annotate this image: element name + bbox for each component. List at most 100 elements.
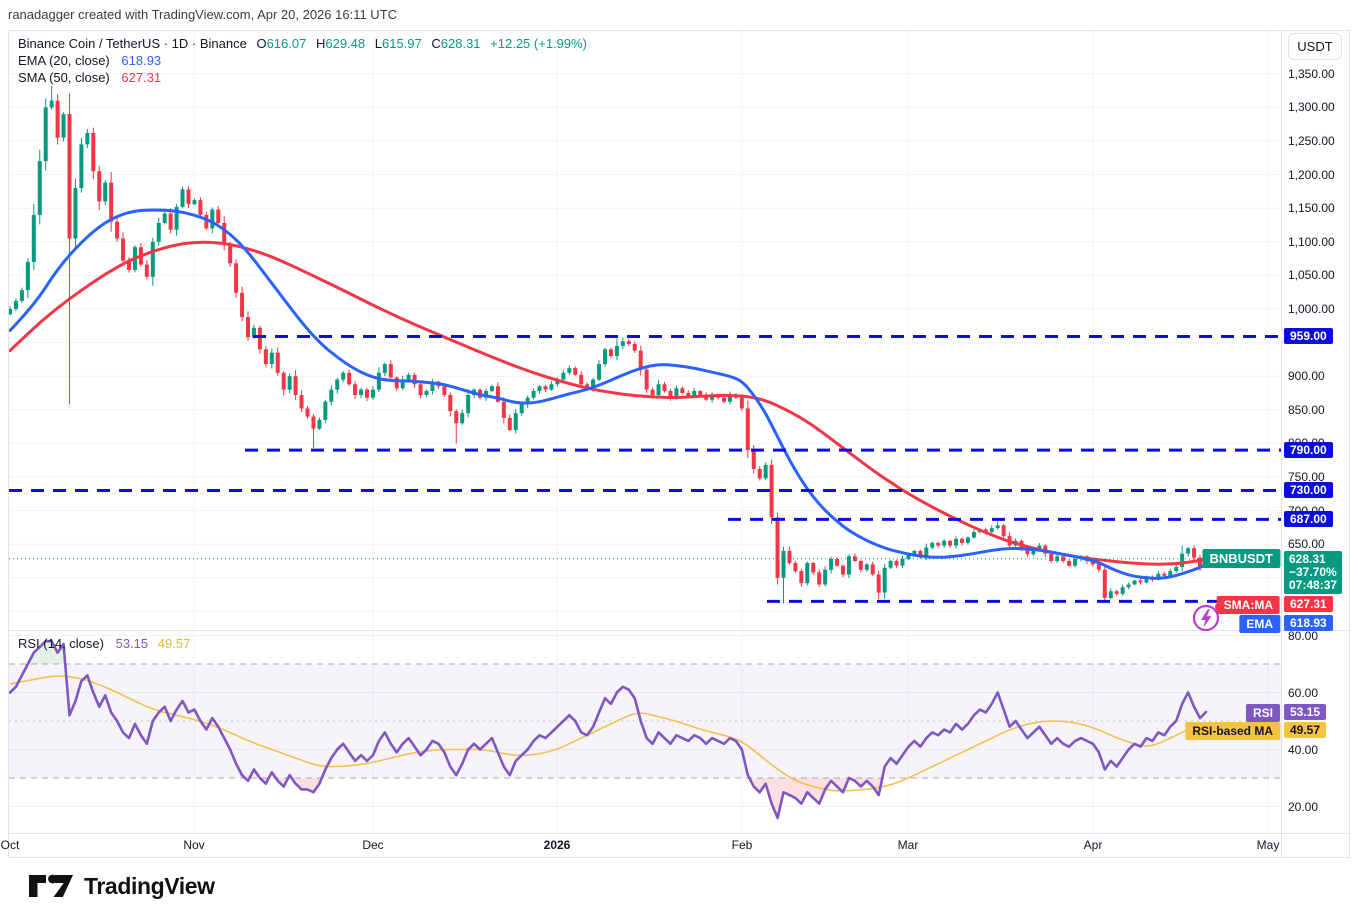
level-badge-790: 790.00 bbox=[1284, 442, 1333, 458]
candle-body bbox=[698, 390, 703, 396]
candle-body bbox=[942, 540, 947, 546]
candle-body bbox=[31, 214, 36, 262]
candle-body bbox=[1114, 591, 1119, 594]
candle-body bbox=[1096, 564, 1101, 570]
candle-body bbox=[906, 554, 911, 559]
low-value: 615.97 bbox=[381, 36, 422, 51]
candle-body bbox=[198, 200, 203, 215]
candle-body bbox=[448, 395, 453, 412]
sma-label: SMA (50, close) bbox=[18, 70, 110, 85]
rsi-label: RSI (14, close) bbox=[18, 636, 104, 651]
candle-body bbox=[971, 532, 976, 538]
candle-body bbox=[365, 389, 369, 398]
symbol-legend-row[interactable]: Binance Coin / TetherUS · 1D · Binance O… bbox=[18, 36, 587, 52]
chart-right-border bbox=[1349, 30, 1350, 857]
tradingview-logo-text: TradingView bbox=[84, 872, 215, 899]
candle-body bbox=[692, 390, 697, 397]
candle-body bbox=[1132, 580, 1137, 585]
candle-body bbox=[174, 206, 179, 230]
candle-body bbox=[43, 107, 48, 162]
boost-icon[interactable] bbox=[1192, 601, 1226, 633]
rsi-legend-row[interactable]: RSI (14, close) 53.15 49.57 bbox=[18, 636, 190, 651]
bar-countdown: 07:48:37 bbox=[1289, 578, 1338, 592]
rsi-axis-label: 80.00 bbox=[1288, 628, 1319, 643]
chart-top-border bbox=[8, 30, 1350, 31]
rsi-line bbox=[9, 639, 1208, 820]
rsi-oversold-fill bbox=[245, 778, 883, 818]
candle-body bbox=[852, 556, 857, 561]
candle-body bbox=[341, 372, 346, 380]
candle-body bbox=[674, 388, 679, 398]
candle-body bbox=[186, 189, 191, 205]
candle-body bbox=[484, 390, 488, 398]
candle-body bbox=[1168, 571, 1173, 576]
time-axis-label: Dec bbox=[362, 838, 384, 852]
candle-body bbox=[1067, 561, 1072, 566]
price-pane bbox=[9, 31, 1281, 629]
candle-body bbox=[1144, 577, 1149, 583]
time-axis-label: Nov bbox=[183, 838, 205, 852]
candle-body bbox=[948, 540, 953, 546]
candle-body bbox=[156, 222, 161, 242]
candle-body bbox=[347, 372, 352, 385]
low-label: L bbox=[374, 36, 382, 51]
candle-body bbox=[823, 569, 828, 585]
last-price-badge: 628.31 −37.70% 07:48:37 bbox=[1284, 551, 1343, 594]
pane-divider[interactable] bbox=[8, 630, 1350, 631]
candle-body bbox=[1031, 549, 1036, 555]
candle-body bbox=[894, 561, 899, 566]
candle-body bbox=[888, 561, 893, 568]
ema-legend-row[interactable]: EMA (20, close) 618.93 bbox=[18, 53, 587, 69]
candle-body bbox=[817, 572, 822, 585]
candle-body bbox=[1120, 587, 1125, 594]
level-badge-687: 687.00 bbox=[1284, 511, 1333, 527]
candle-body bbox=[1186, 548, 1191, 554]
rsi-ma-value: 49.57 bbox=[157, 636, 191, 651]
candle-body bbox=[846, 556, 851, 575]
candle-body bbox=[495, 386, 500, 402]
candle-body bbox=[299, 395, 304, 409]
candle-body bbox=[722, 397, 726, 402]
notification-dot bbox=[1215, 603, 1223, 611]
candle-body bbox=[656, 384, 661, 396]
candle-body bbox=[662, 384, 667, 391]
candle-body bbox=[240, 292, 245, 318]
tradingview-logo[interactable]: TradingView bbox=[28, 872, 215, 900]
candle-body bbox=[1061, 556, 1066, 561]
candle-body bbox=[811, 563, 816, 573]
candle-body bbox=[1126, 584, 1131, 588]
change-value: +12.25 (+1.99%) bbox=[490, 36, 588, 51]
time-axis-label: Feb bbox=[731, 838, 753, 852]
candle-body bbox=[519, 404, 524, 414]
candle-body bbox=[25, 261, 30, 291]
rsi-axis-label: 60.00 bbox=[1288, 685, 1319, 700]
candle-body bbox=[323, 401, 328, 420]
price-axis-label: 1,050.00 bbox=[1288, 268, 1335, 283]
candle-body bbox=[620, 341, 625, 346]
candle-body bbox=[632, 343, 637, 351]
candle-body bbox=[251, 327, 256, 338]
candle-body bbox=[61, 114, 66, 138]
candle-body bbox=[954, 538, 959, 546]
candle-body bbox=[1037, 545, 1042, 550]
price-axis-label: 1,000.00 bbox=[1288, 302, 1335, 316]
candle-body bbox=[924, 547, 929, 557]
candle-body bbox=[79, 144, 84, 189]
last-price-value: 628.31 bbox=[1289, 552, 1326, 566]
candle-body bbox=[936, 542, 941, 546]
currency-button[interactable]: USDT bbox=[1288, 33, 1342, 60]
rsi-tag: RSI bbox=[1245, 704, 1280, 722]
sma-legend-row[interactable]: SMA (50, close) 627.31 bbox=[18, 70, 587, 86]
sma-value: 627.31 bbox=[121, 70, 162, 85]
open-label: O bbox=[256, 36, 267, 51]
ema-line bbox=[9, 208, 1208, 580]
close-label: C bbox=[431, 36, 441, 51]
candle-body bbox=[460, 413, 465, 424]
price-axis-separator[interactable] bbox=[1281, 30, 1282, 857]
candle-body bbox=[930, 542, 935, 548]
candle-body bbox=[573, 368, 578, 375]
candle-body bbox=[13, 300, 18, 309]
candle-body bbox=[49, 100, 54, 108]
attribution-text: ranadagger created with TradingView.com,… bbox=[8, 7, 398, 22]
